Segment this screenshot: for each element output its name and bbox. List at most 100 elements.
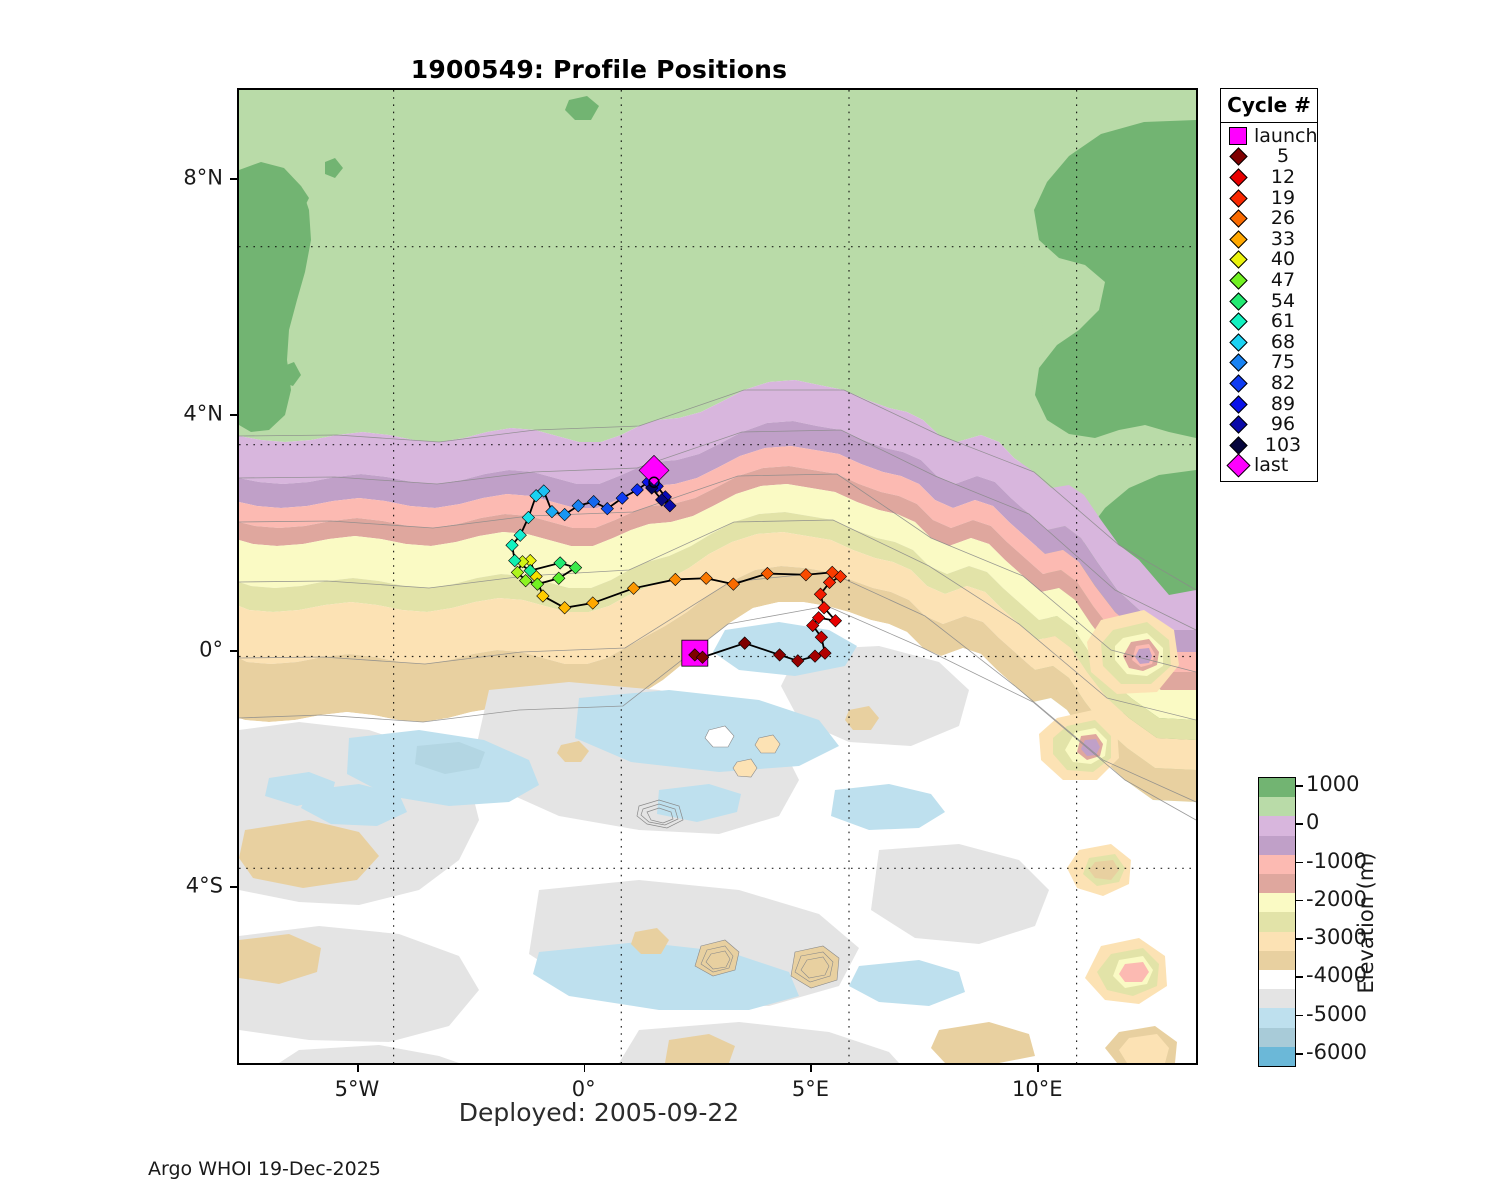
legend-item-19[interactable]: 19 [1221, 188, 1317, 209]
legend-item-103[interactable]: 103 [1221, 435, 1317, 456]
colorbar-tick-label: -4000 [1306, 963, 1368, 988]
legend-item-label: 12 [1270, 165, 1296, 188]
profile-point[interactable] [791, 654, 805, 668]
profile-point[interactable] [699, 571, 713, 585]
legend-item-82[interactable]: 82 [1221, 373, 1317, 394]
profile-point[interactable] [558, 507, 572, 522]
legend-marker-icon [1225, 374, 1251, 393]
profile-point[interactable] [799, 568, 813, 582]
profile-point[interactable] [828, 614, 843, 628]
colorbar-band [1259, 854, 1295, 875]
profile-point[interactable] [553, 556, 567, 570]
colorbar-band [1259, 1046, 1295, 1067]
profile-point[interactable] [812, 611, 826, 625]
profile-point[interactable] [825, 565, 839, 579]
legend-item-61[interactable]: 61 [1221, 311, 1317, 332]
legend-marker-icon [1225, 333, 1251, 352]
profile-point[interactable] [668, 572, 682, 587]
colorbar-band [1259, 989, 1295, 1009]
legend-item-label: 33 [1270, 227, 1296, 250]
profile-point[interactable] [655, 493, 669, 507]
profile-point[interactable] [568, 561, 583, 575]
legend-item-68[interactable]: 68 [1221, 332, 1317, 353]
legend-item-26[interactable]: 26 [1221, 208, 1317, 229]
legend-item-label: 5 [1276, 145, 1290, 168]
profile-point[interactable] [510, 565, 525, 579]
legend-item-label: 75 [1270, 351, 1296, 374]
legend-item-label: 103 [1264, 433, 1302, 456]
profile-point[interactable] [626, 581, 641, 595]
colorbar-band [1259, 931, 1295, 951]
profile-point[interactable] [663, 499, 677, 513]
cycle-legend[interactable]: Cycle # launch 5 12 19 26 33 40 47 54 61 68 75 82 89 9… [1220, 88, 1318, 483]
legend-item-label: 96 [1270, 413, 1296, 436]
legend-item-last[interactable]: last [1221, 453, 1317, 478]
profile-point[interactable] [615, 491, 629, 505]
profile-point[interactable] [773, 648, 787, 662]
bathymetry-map [239, 90, 1196, 1063]
y-tick-mark [230, 650, 239, 652]
legend-item-33[interactable]: 33 [1221, 229, 1317, 250]
legend-item-label: launch [1254, 124, 1318, 147]
profile-point[interactable] [814, 630, 828, 644]
legend-item-5[interactable]: 5 [1221, 147, 1317, 168]
profile-point[interactable] [508, 553, 522, 568]
profile-point[interactable] [726, 577, 740, 591]
profile-point[interactable] [600, 502, 614, 516]
profile-point[interactable] [519, 574, 533, 588]
colorbar-band [1259, 970, 1295, 990]
elevation-colorbar[interactable]: 1000 0 -1000 -2000 -3000 -4000 -5000 -6000 Elev… [1258, 772, 1378, 1067]
y-tick-label: 0° [199, 637, 223, 662]
colorbar-tick-label: -5000 [1306, 1001, 1368, 1026]
profile-point[interactable] [523, 563, 537, 578]
profile-point[interactable] [817, 601, 831, 615]
profile-point[interactable] [808, 649, 822, 663]
legend-item-12[interactable]: 12 [1221, 167, 1317, 188]
profile-point[interactable] [537, 484, 551, 498]
profile-point[interactable] [521, 510, 535, 525]
profile-point[interactable] [558, 601, 572, 615]
profile-point[interactable] [630, 483, 644, 497]
y-tick-label: 4°S [185, 873, 223, 898]
legend-item-label: 68 [1270, 330, 1296, 353]
y-tick-mark [230, 178, 239, 181]
profile-point[interactable] [806, 618, 820, 633]
legend-item-label: 19 [1270, 186, 1296, 209]
profile-point[interactable] [545, 505, 559, 519]
colorbar-tick-mark [1296, 785, 1303, 787]
legend-item-54[interactable]: 54 [1221, 291, 1317, 312]
profile-point[interactable] [760, 566, 775, 581]
legend-item-47[interactable]: 47 [1221, 270, 1317, 291]
legend-item-89[interactable]: 89 [1221, 394, 1317, 415]
legend-item-96[interactable]: 96 [1221, 414, 1317, 435]
profile-point[interactable] [571, 499, 585, 513]
profile-point[interactable] [530, 577, 545, 591]
profile-point[interactable] [513, 528, 527, 542]
profile-point[interactable] [505, 538, 519, 552]
last-profile-marker[interactable] [638, 454, 670, 486]
profile-point[interactable] [818, 646, 832, 660]
profile-point[interactable] [552, 571, 566, 585]
profile-point[interactable] [822, 575, 837, 590]
colorbar-band [1259, 950, 1295, 971]
legend-item-75[interactable]: 75 [1221, 353, 1317, 374]
colorbar-band [1259, 835, 1295, 855]
map-plot-area[interactable] [237, 88, 1198, 1065]
legend-marker-icon [1225, 415, 1251, 434]
x-tick-label: 5°E [791, 1077, 830, 1101]
legend-item-40[interactable]: 40 [1221, 250, 1317, 271]
trajectory-endpoints[interactable] [638, 454, 752, 667]
profile-point[interactable] [587, 494, 601, 509]
profile-point[interactable] [813, 587, 828, 601]
x-tick-mark [1037, 1063, 1039, 1072]
colorbar-band [1259, 797, 1295, 817]
deployment-caption: Deployed: 2005-09-22 [458, 1098, 740, 1127]
profile-point[interactable] [536, 589, 550, 603]
profile-point[interactable] [586, 596, 600, 610]
legend-marker-icon [1225, 209, 1251, 228]
colorbar-band [1259, 912, 1295, 932]
colorbar-tick-mark [1296, 899, 1303, 902]
legend-item-launch[interactable]: launch [1221, 124, 1318, 147]
legend-marker-icon [1225, 230, 1251, 249]
legend-item-label: 40 [1270, 248, 1296, 271]
